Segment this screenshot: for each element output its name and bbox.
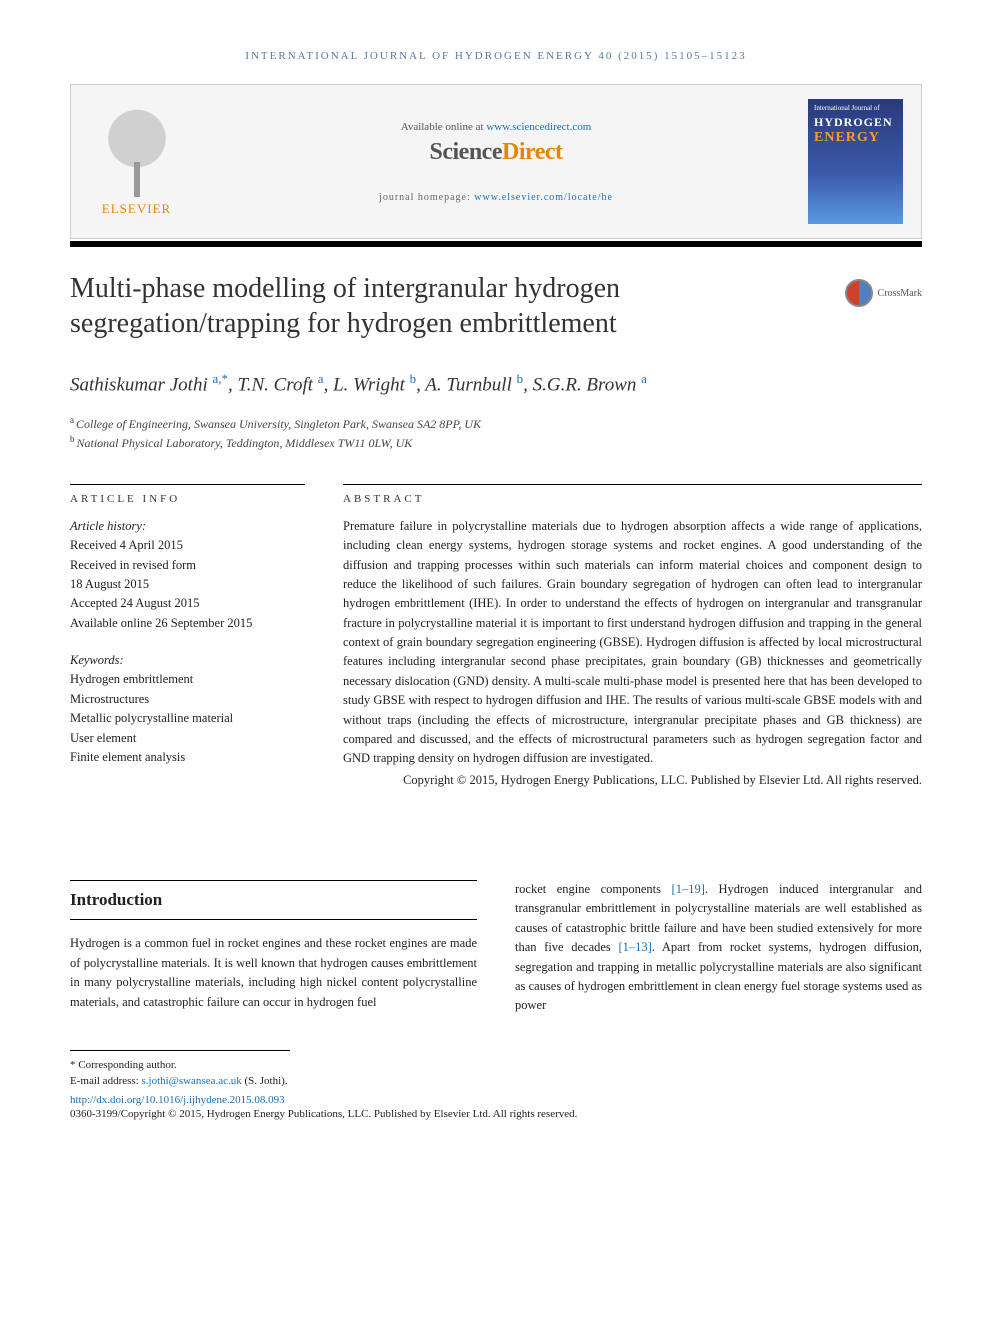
keyword-line: Hydrogen embrittlement (70, 670, 305, 689)
history-line: Received in revised form (70, 556, 305, 575)
footnotes: * Corresponding author. E-mail address: … (70, 1050, 290, 1090)
body-columns: Introduction Hydrogen is a common fuel i… (70, 880, 922, 1016)
history-line: 18 August 2015 (70, 575, 305, 594)
email-line: E-mail address: s.jothi@swansea.ac.uk (S… (70, 1073, 290, 1090)
affiliation-line: bNational Physical Laboratory, Teddingto… (70, 433, 922, 452)
corresponding-author: * Corresponding author. (70, 1057, 290, 1074)
keyword-line: User element (70, 729, 305, 748)
article-info-column: ARTICLE INFO Article history: Received 4… (70, 484, 305, 790)
sd-logo-suffix: Direct (502, 139, 563, 165)
history-line: Available online 26 September 2015 (70, 614, 305, 633)
history-line: Received 4 April 2015 (70, 536, 305, 555)
homepage-link[interactable]: www.elsevier.com/locate/he (474, 192, 613, 203)
authors-list: Sathiskumar Jothi a,*, T.N. Croft a, L. … (70, 369, 922, 400)
ref-link[interactable]: [1–13] (618, 940, 651, 954)
elsevier-logo-block: ELSEVIER (89, 107, 184, 217)
history-line: Accepted 24 August 2015 (70, 594, 305, 613)
body-column-right: rocket engine components [1–19]. Hydroge… (515, 880, 922, 1016)
doi-line: http://dx.doi.org/10.1016/j.ijhydene.201… (70, 1094, 922, 1106)
intro-para-left: Hydrogen is a common fuel in rocket engi… (70, 934, 477, 1012)
crossmark-icon (845, 279, 873, 307)
cover-hydrogen: HYDROGEN (814, 115, 897, 130)
email-suffix: (S. Jothi). (242, 1075, 288, 1087)
cover-energy: ENERGY (814, 130, 897, 146)
doi-link[interactable]: http://dx.doi.org/10.1016/j.ijhydene.201… (70, 1094, 285, 1106)
keywords-label: Keywords: (70, 651, 305, 670)
header-center: Available online at www.sciencedirect.co… (184, 121, 808, 203)
journal-header-box: ELSEVIER Available online at www.science… (70, 84, 922, 239)
article-info-heading: ARTICLE INFO (70, 484, 305, 505)
available-text: Available online at (401, 121, 487, 133)
running-header: INTERNATIONAL JOURNAL OF HYDROGEN ENERGY… (70, 50, 922, 62)
article-history: Article history: Received 4 April 2015Re… (70, 517, 305, 633)
email-link[interactable]: s.jothi@swansea.ac.uk (141, 1075, 241, 1087)
affiliations: aCollege of Engineering, Swansea Univers… (70, 414, 922, 452)
keywords-block: Keywords: Hydrogen embrittlementMicrostr… (70, 651, 305, 767)
elsevier-tree-icon (97, 107, 177, 197)
abstract-copyright: Copyright © 2015, Hydrogen Energy Public… (343, 771, 922, 790)
email-label: E-mail address: (70, 1075, 141, 1087)
journal-cover-thumbnail: International Journal of HYDROGEN ENERGY (808, 99, 903, 224)
history-label: Article history: (70, 517, 305, 536)
crossmark-badge[interactable]: CrossMark (845, 271, 922, 307)
sd-logo-prefix: Science (430, 139, 502, 165)
ref-link[interactable]: [1–19] (672, 882, 705, 896)
abstract-text: Premature failure in polycrystalline mat… (343, 517, 922, 769)
sciencedirect-logo: ScienceDirect (430, 139, 563, 166)
abstract-column: ABSTRACT Premature failure in polycrysta… (343, 484, 922, 790)
elsevier-label: ELSEVIER (102, 201, 171, 217)
cover-small-title: International Journal of (814, 105, 897, 113)
sciencedirect-link[interactable]: www.sciencedirect.com (486, 121, 591, 133)
article-title: Multi-phase modelling of intergranular h… (70, 271, 825, 341)
abstract-heading: ABSTRACT (343, 484, 922, 505)
available-online-line: Available online at www.sciencedirect.co… (401, 121, 592, 133)
crossmark-label: CrossMark (878, 288, 922, 299)
keyword-line: Microstructures (70, 690, 305, 709)
body-column-left: Introduction Hydrogen is a common fuel i… (70, 880, 477, 1016)
intro-para-right: rocket engine components [1–19]. Hydroge… (515, 880, 922, 1016)
bottom-copyright: 0360-3199/Copyright © 2015, Hydrogen Ene… (70, 1108, 922, 1120)
keyword-line: Finite element analysis (70, 748, 305, 767)
journal-homepage-line: journal homepage: www.elsevier.com/locat… (379, 192, 613, 203)
keyword-line: Metallic polycrystalline material (70, 709, 305, 728)
introduction-heading: Introduction (70, 880, 477, 920)
affiliation-line: aCollege of Engineering, Swansea Univers… (70, 414, 922, 433)
homepage-label: journal homepage: (379, 192, 474, 203)
black-rule (70, 241, 922, 247)
